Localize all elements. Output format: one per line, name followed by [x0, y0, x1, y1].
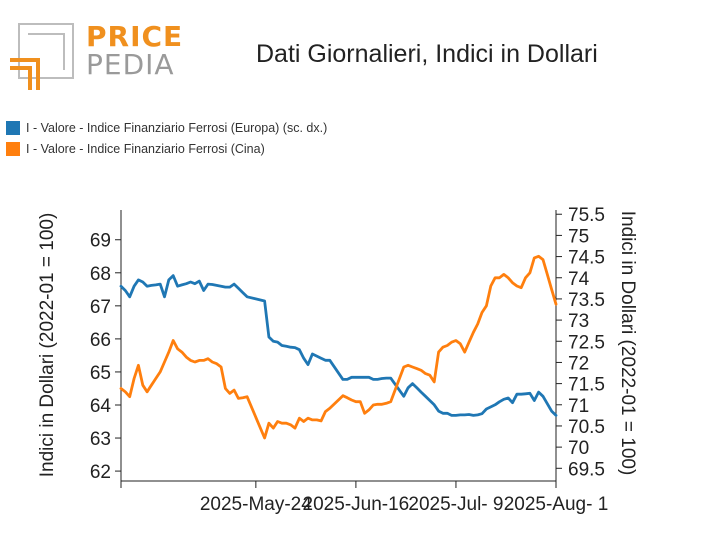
y-tick-label-left: 64: [90, 396, 112, 417]
y-tick-label-right: 71: [568, 396, 589, 417]
legend-swatch-europa: [6, 120, 20, 135]
y-tick-label-right: 73.5: [568, 290, 605, 311]
logo-price-text: PRICE: [86, 20, 184, 53]
pricepedia-logo: PRICE PEDIA: [8, 20, 182, 92]
y-tick-label-left: 69: [90, 231, 111, 252]
series-line-europa: [119, 274, 558, 417]
legend-swatch-cina: [6, 141, 20, 156]
y-tick-label-right: 74.5: [568, 248, 605, 269]
y-tick-label-right: 72: [568, 353, 589, 374]
x-tick-label: 2025-Aug- 1: [504, 494, 609, 515]
y-tick-label-left: 68: [90, 264, 111, 285]
y-tick-label-right: 70: [568, 438, 589, 459]
chart-legend: I - Valore - Indice Finanziario Ferrosi …: [6, 117, 327, 159]
x-tick-label: 2025-May-24: [200, 494, 312, 515]
axes-layer: 626364656667686969.57070.57171.57272.573…: [90, 205, 608, 515]
y-tick-label-right: 74: [568, 269, 590, 290]
logo-mark-icon: [10, 23, 74, 90]
series-line-cina: [119, 254, 558, 440]
y-tick-label-left: 67: [90, 297, 111, 318]
y-tick-label-right: 69.5: [568, 459, 605, 480]
legend-item-cina[interactable]: I - Valore - Indice Finanziario Ferrosi …: [6, 138, 327, 159]
legend-label-cina: I - Valore - Indice Finanziario Ferrosi …: [26, 141, 265, 156]
y-tick-label-right: 72.5: [568, 332, 605, 353]
y-tick-label-left: 66: [90, 330, 111, 351]
logo-pedia-text: PEDIA: [86, 48, 175, 81]
y-tick-label-right: 70.5: [568, 417, 605, 438]
legend-item-europa[interactable]: I - Valore - Indice Finanziario Ferrosi …: [6, 117, 327, 138]
y-tick-label-right: 71.5: [568, 375, 605, 396]
y-tick-label-right: 75: [568, 226, 589, 247]
legend-label-europa: I - Valore - Indice Finanziario Ferrosi …: [26, 120, 328, 135]
x-tick-label: 2025-Jul- 9: [408, 494, 503, 515]
y-tick-label-right: 75.5: [568, 205, 605, 226]
y-tick-label-right: 73: [568, 311, 589, 332]
y-tick-label-left: 63: [90, 429, 111, 450]
y-tick-label-left: 62: [90, 462, 111, 483]
series-layer: [119, 254, 558, 440]
chart-title: Dati Giornalieri, Indici in Dollari: [256, 40, 598, 68]
x-tick-label: 2025-Jun-16: [303, 494, 410, 515]
y-tick-label-left: 65: [90, 363, 111, 384]
y-axis-label-right: Indici in Dollari (2022-01 = 100): [617, 211, 638, 476]
y-axis-label-left: Indici in Dollari (2022-01 = 100): [37, 213, 58, 478]
